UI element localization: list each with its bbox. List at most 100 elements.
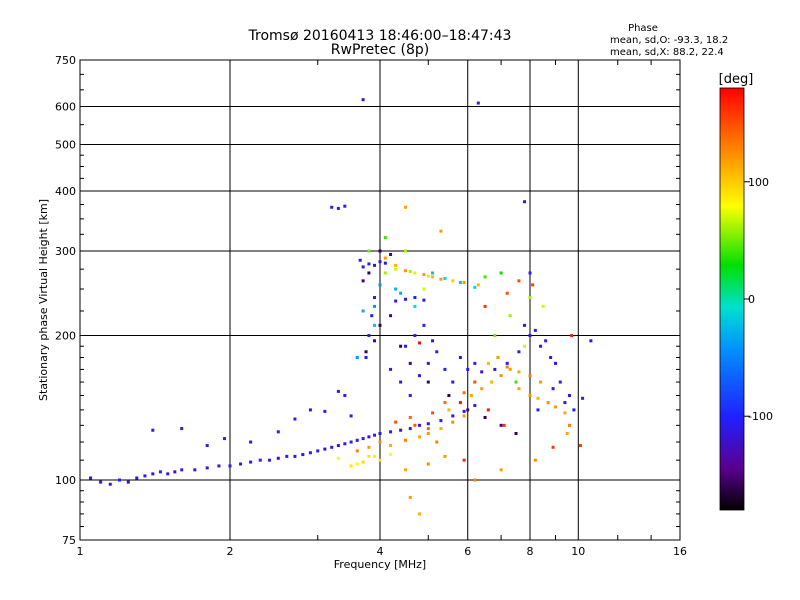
data-point [323, 447, 327, 451]
data-point [517, 279, 521, 283]
data-point [373, 454, 377, 458]
x-tick-label: 8 [527, 545, 534, 558]
data-point [349, 464, 353, 468]
data-point [549, 356, 553, 359]
data-point [528, 271, 532, 275]
data-point [531, 283, 535, 287]
data-point [551, 445, 555, 449]
data-point [443, 276, 447, 280]
data-point [151, 472, 155, 476]
data-point [502, 423, 506, 427]
data-point [553, 361, 557, 365]
chart-title: Tromsø 20160413 18:46:00–18:47:43 [248, 28, 512, 44]
data-point [403, 468, 407, 472]
data-point [431, 275, 435, 279]
data-point [308, 408, 312, 412]
data-point [108, 482, 112, 486]
data-point [383, 256, 387, 260]
data-point [565, 432, 569, 436]
data-point [523, 323, 527, 327]
data-point [367, 334, 371, 338]
data-point [249, 460, 253, 464]
data-point [399, 344, 403, 348]
data-point [378, 260, 382, 264]
plot-frame [79, 59, 681, 541]
data-point [403, 297, 407, 301]
colorbar-label: [deg] [719, 72, 754, 87]
data-point [443, 454, 447, 458]
data-point [158, 470, 162, 474]
data-point [258, 458, 262, 462]
data-point [439, 277, 443, 281]
data-point [217, 464, 221, 468]
data-point [528, 334, 532, 338]
data-point [166, 472, 170, 476]
data-point [373, 323, 377, 327]
data-point [367, 454, 371, 458]
y-tick-label: 500 [55, 139, 76, 152]
data-point [355, 438, 359, 442]
data-point [394, 420, 398, 424]
data-point [389, 430, 393, 434]
data-point [408, 427, 412, 431]
data-point [249, 440, 253, 444]
data-point [523, 200, 527, 204]
data-point [293, 417, 297, 421]
data-point [408, 394, 412, 398]
chart-subtitle: RwPretec (8p) [331, 42, 429, 58]
data-point [462, 280, 466, 284]
data-point [578, 444, 582, 448]
data-point [517, 370, 521, 374]
data-point [417, 374, 421, 378]
data-point [528, 394, 532, 398]
data-point [267, 458, 271, 462]
data-point [336, 456, 340, 460]
data-point [389, 314, 393, 318]
data-point [426, 462, 430, 466]
data-point [361, 460, 365, 464]
data-point [276, 456, 280, 460]
data-point [355, 356, 359, 359]
data-point [367, 445, 371, 449]
data-point [462, 409, 466, 413]
data-point [496, 356, 500, 359]
data-point [451, 380, 455, 384]
data-point [439, 427, 443, 431]
data-point [514, 380, 518, 384]
data-point [135, 476, 139, 480]
y-tick-label: 300 [55, 245, 76, 258]
data-point [480, 370, 484, 374]
data-point [403, 438, 407, 442]
x-tick-label: 16 [673, 545, 687, 558]
data-point [373, 263, 377, 267]
x-tick-label: 10 [571, 545, 585, 558]
data-point [117, 478, 121, 482]
data-point [343, 442, 347, 446]
colorbar-tick-label: -100 [748, 410, 773, 423]
colorbar-tick-label: 100 [748, 176, 769, 189]
data-point [394, 299, 398, 303]
data-point [413, 423, 417, 427]
data-point [367, 435, 371, 439]
data-point [349, 440, 353, 444]
data-point [536, 396, 540, 400]
data-point [553, 405, 557, 409]
data-point [558, 380, 562, 384]
data-point [239, 462, 243, 466]
data-point [373, 304, 377, 308]
data-point [493, 334, 497, 338]
data-point [99, 480, 103, 484]
data-point [193, 468, 197, 472]
data-point [399, 291, 403, 295]
data-point [508, 367, 512, 371]
data-point [426, 422, 430, 426]
data-point [422, 287, 426, 291]
y-tick-label: 75 [62, 534, 76, 547]
data-point [293, 454, 297, 458]
phase-stats-x: mean, sd,X: 88.2, 22.4 [610, 47, 724, 58]
data-point [389, 453, 393, 457]
x-tick-label: 2 [227, 545, 234, 558]
x-axis-ticks: 1 2 4 6 8 10 16 [77, 60, 687, 558]
data-point [431, 411, 435, 415]
data-point [417, 341, 421, 345]
